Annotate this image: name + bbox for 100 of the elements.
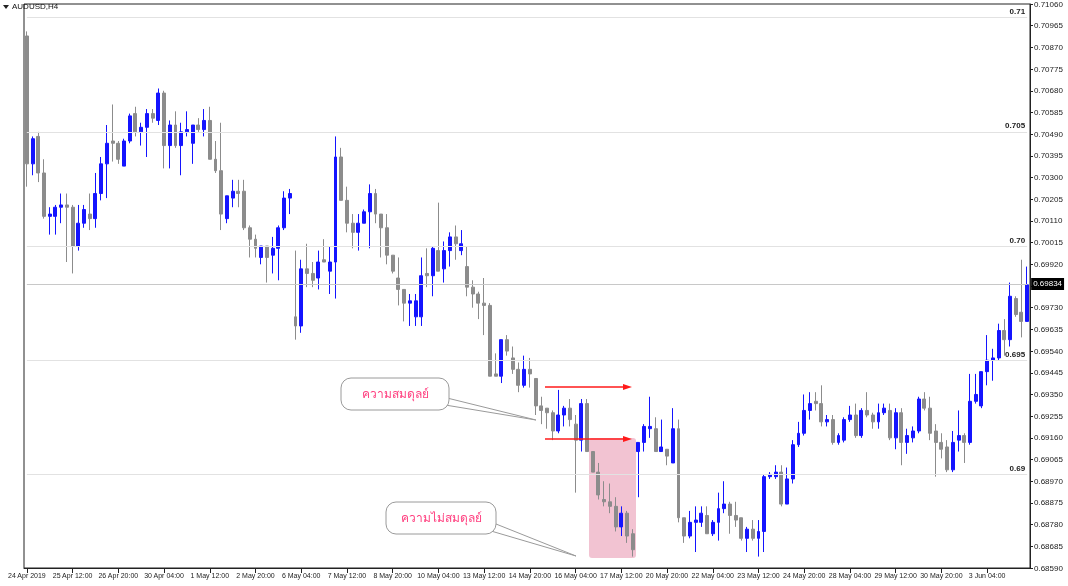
candlestick: [345, 186, 349, 233]
candlestick: [82, 204, 86, 229]
candlestick: [905, 428, 909, 455]
candlestick: [151, 108, 155, 124]
candlestick: [985, 334, 989, 386]
candlestick: [322, 238, 326, 263]
candlestick: [677, 419, 680, 523]
candlestick: [711, 519, 715, 537]
candlestick: [682, 517, 686, 544]
candlestick: [156, 87, 160, 126]
candlestick: [865, 391, 869, 418]
candlestick: [305, 243, 309, 288]
candlestick: [202, 108, 206, 137]
ref-line-label: 0.69834: [1033, 279, 1063, 289]
candlestick: [133, 106, 137, 137]
candlestick: [877, 403, 880, 430]
y-tick-label: 0.70680: [1034, 86, 1064, 96]
candlestick: [162, 90, 166, 169]
candlestick: [888, 403, 892, 441]
y-tick-label: 0.69920: [1034, 259, 1064, 269]
candlestick: [105, 124, 109, 199]
candlestick: [854, 403, 858, 439]
candlestick: [448, 231, 452, 268]
candlestick: [797, 421, 800, 448]
candlestick: [459, 229, 463, 256]
candlestick: [757, 519, 760, 558]
candlestick: [882, 403, 886, 416]
candlestick: [59, 193, 63, 224]
candlestick: [562, 405, 566, 427]
candlestick: [911, 425, 915, 443]
candlestick: [1008, 282, 1012, 348]
candlestick: [922, 391, 926, 411]
y-tick-label: 0.70300: [1034, 173, 1064, 183]
candlestick: [991, 348, 995, 382]
candlestick: [779, 464, 783, 507]
candlestick: [356, 213, 360, 252]
candlestick: [608, 483, 612, 514]
candlestick: [614, 496, 618, 532]
candlestick: [848, 405, 852, 423]
candlestick: [831, 414, 835, 446]
candlestick: [488, 302, 492, 377]
candlestick: [568, 398, 572, 427]
y-tick-label: 0.68780: [1034, 520, 1064, 530]
y-tick-label: 0.69540: [1034, 346, 1064, 356]
candlestick: [339, 147, 343, 201]
y-tick-label: 0.70110: [1034, 216, 1063, 226]
ref-line-label: 0.71: [1009, 7, 1026, 17]
candlestick: [168, 119, 172, 169]
y-tick-label: 0.70395: [1034, 151, 1064, 161]
annotation: ความไม่สมดุลย์: [400, 511, 482, 526]
candlestick: [25, 30, 29, 188]
y-tick-label: 0.70585: [1034, 107, 1064, 117]
y-tick-label: 0.70490: [1034, 129, 1064, 139]
candlestick: [842, 416, 846, 443]
candlestick: [334, 135, 337, 300]
candlestick: [374, 188, 377, 224]
candlestick: [762, 473, 766, 553]
candlestick: [76, 204, 80, 252]
ref-line-label: 0.705: [1005, 121, 1026, 131]
candlestick: [837, 432, 840, 446]
candlestick: [408, 293, 412, 327]
candlestick: [242, 179, 246, 231]
candlestick: [671, 407, 675, 464]
candlestick: [391, 254, 395, 274]
candlestick: [917, 396, 921, 434]
candlestick: [579, 398, 583, 453]
candlestick: [368, 183, 372, 249]
candlestick: [265, 245, 269, 284]
y-tick-label: 0.68970: [1034, 476, 1064, 486]
candlestick: [522, 355, 526, 389]
candlestick: [402, 288, 406, 322]
candlestick: [717, 492, 720, 542]
candlestick: [208, 106, 212, 160]
candlestick: [191, 124, 195, 165]
candlestick: [636, 441, 640, 498]
candlestick: [997, 323, 1001, 361]
candlestick: [654, 416, 658, 453]
candlestick: [968, 373, 972, 446]
candlestick: [482, 277, 486, 336]
y-tick-label: 0.69445: [1034, 368, 1064, 378]
candlestick: [957, 409, 961, 453]
candlestick: [791, 439, 795, 485]
candlestick: [225, 195, 229, 224]
candlestick: [574, 414, 578, 494]
candlestick: [299, 259, 303, 334]
candlestick: [128, 113, 132, 144]
candlestick: [288, 188, 292, 215]
annotation: ความสมดุลย์: [361, 387, 429, 402]
candlestick: [494, 352, 498, 377]
candlestick: [139, 122, 143, 147]
candlestick: [631, 528, 635, 558]
candlestick: [745, 526, 749, 553]
candlestick: [179, 122, 183, 176]
candlestick: [65, 193, 69, 263]
candlestick: [859, 407, 863, 439]
candlestick: [499, 339, 503, 384]
candlestick: [385, 213, 389, 265]
candlestick: [728, 501, 732, 535]
candlestick: [88, 193, 92, 231]
y-tick-label: 0.71060: [1034, 0, 1064, 9]
